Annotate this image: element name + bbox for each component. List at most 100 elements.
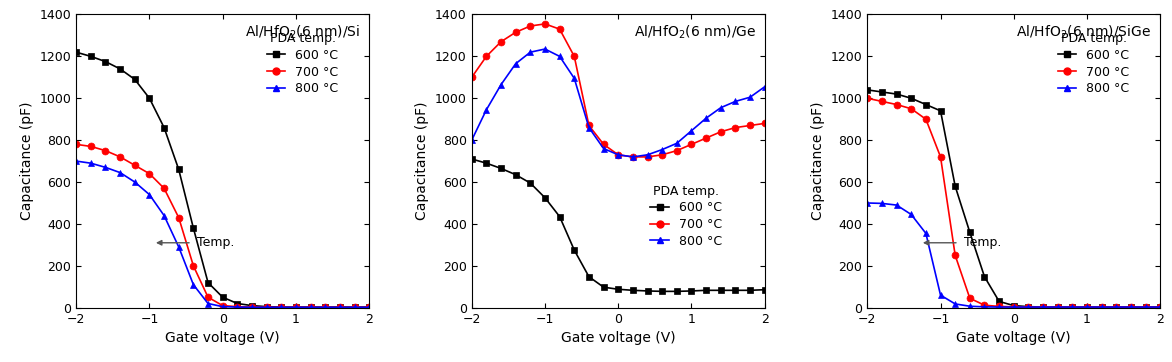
700 °C [567, 54, 581, 59]
800 °C [260, 305, 274, 310]
600 °C [1124, 305, 1138, 309]
800 °C [69, 159, 83, 163]
600 °C [1065, 305, 1079, 309]
700 °C [743, 123, 757, 128]
700 °C [216, 303, 230, 308]
600 °C [933, 109, 947, 113]
800 °C [288, 305, 302, 310]
800 °C [479, 108, 493, 112]
600 °C [1007, 303, 1021, 308]
600 °C [553, 214, 567, 219]
600 °C [319, 305, 333, 309]
600 °C [1036, 305, 1050, 309]
Line: 800 °C: 800 °C [864, 199, 1164, 311]
800 °C [347, 305, 361, 310]
800 °C [1065, 305, 1079, 309]
800 °C [230, 305, 245, 309]
600 °C [874, 90, 888, 94]
Y-axis label: Capacitance (pF): Capacitance (pF) [20, 102, 34, 220]
800 °C [612, 153, 626, 157]
600 °C [509, 173, 523, 177]
800 °C [202, 301, 216, 306]
600 °C [860, 88, 874, 92]
700 °C [700, 136, 714, 140]
800 °C [172, 245, 186, 249]
Line: 600 °C: 600 °C [73, 49, 373, 311]
Line: 700 °C: 700 °C [469, 20, 768, 160]
600 °C [288, 305, 302, 309]
Legend: 600 °C, 700 °C, 800 °C: 600 °C, 700 °C, 800 °C [1055, 30, 1132, 98]
800 °C [582, 125, 597, 130]
600 °C [523, 181, 537, 185]
700 °C [874, 99, 888, 104]
800 °C [890, 203, 904, 207]
700 °C [245, 305, 259, 309]
700 °C [1138, 305, 1152, 309]
600 °C [1095, 305, 1109, 309]
800 °C [1138, 305, 1152, 309]
700 °C [860, 96, 874, 100]
700 °C [948, 253, 962, 257]
700 °C [962, 296, 976, 300]
600 °C [890, 92, 904, 96]
700 °C [729, 125, 743, 130]
700 °C [919, 117, 933, 121]
800 °C [1153, 305, 1167, 309]
800 °C [1081, 305, 1095, 309]
Y-axis label: Capacitance (pF): Capacitance (pF) [415, 102, 429, 220]
600 °C [684, 289, 699, 293]
800 °C [1124, 305, 1138, 309]
600 °C [245, 303, 259, 308]
800 °C [670, 141, 684, 146]
600 °C [333, 305, 347, 309]
X-axis label: Gate voltage (V): Gate voltage (V) [561, 331, 675, 345]
800 °C [567, 76, 581, 80]
600 °C [172, 167, 186, 172]
800 °C [919, 231, 933, 236]
800 °C [553, 54, 567, 59]
600 °C [98, 59, 113, 64]
800 °C [626, 155, 640, 159]
Legend: 600 °C, 700 °C, 800 °C: 600 °C, 700 °C, 800 °C [264, 30, 341, 98]
700 °C [274, 305, 288, 310]
600 °C [304, 305, 318, 309]
600 °C [1138, 305, 1152, 309]
700 °C [992, 304, 1006, 309]
600 °C [948, 184, 962, 188]
600 °C [700, 288, 714, 292]
800 °C [216, 304, 230, 309]
700 °C [172, 215, 186, 220]
600 °C [479, 161, 493, 165]
700 °C [714, 130, 728, 134]
600 °C [260, 304, 274, 309]
700 °C [1036, 305, 1050, 309]
800 °C [274, 305, 288, 310]
700 °C [640, 155, 654, 159]
600 °C [274, 305, 288, 309]
600 °C [626, 288, 640, 292]
700 °C [260, 305, 274, 310]
600 °C [143, 96, 157, 100]
600 °C [1051, 305, 1065, 309]
Line: 700 °C: 700 °C [73, 141, 373, 311]
800 °C [1109, 305, 1123, 309]
800 °C [495, 83, 509, 87]
600 °C [186, 226, 200, 230]
800 °C [1022, 305, 1036, 309]
600 °C [230, 301, 245, 306]
700 °C [1124, 305, 1138, 309]
800 °C [655, 147, 669, 152]
600 °C [495, 166, 509, 171]
X-axis label: Gate voltage (V): Gate voltage (V) [165, 331, 280, 345]
800 °C [700, 116, 714, 120]
700 °C [612, 153, 626, 157]
600 °C [655, 289, 669, 294]
800 °C [1095, 305, 1109, 309]
700 °C [670, 148, 684, 153]
700 °C [890, 102, 904, 107]
700 °C [597, 142, 611, 147]
800 °C [245, 305, 259, 310]
700 °C [333, 305, 347, 310]
700 °C [582, 123, 597, 128]
600 °C [567, 248, 581, 252]
